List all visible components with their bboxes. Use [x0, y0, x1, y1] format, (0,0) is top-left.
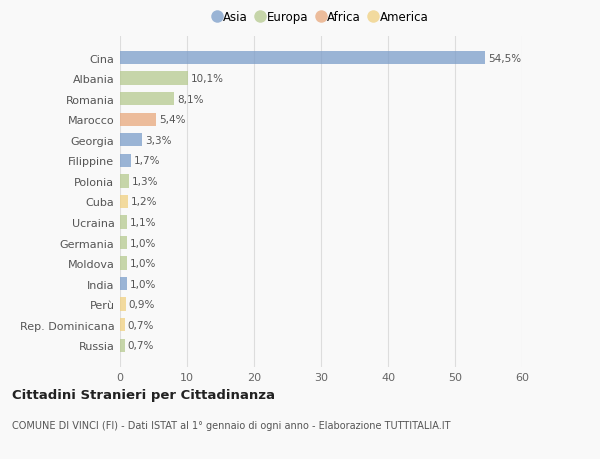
Bar	[120, 93, 174, 106]
Text: 1,0%: 1,0%	[130, 279, 156, 289]
Bar	[120, 154, 131, 168]
Text: 0,9%: 0,9%	[129, 300, 155, 309]
Bar	[120, 216, 127, 229]
Text: 1,3%: 1,3%	[131, 176, 158, 186]
Bar	[120, 298, 126, 311]
Bar	[120, 195, 128, 209]
Bar	[120, 236, 127, 250]
Text: 0,7%: 0,7%	[127, 320, 154, 330]
Text: 10,1%: 10,1%	[190, 74, 223, 84]
Text: Cittadini Stranieri per Cittadinanza: Cittadini Stranieri per Cittadinanza	[12, 388, 275, 401]
Bar	[120, 113, 156, 127]
Bar	[120, 52, 485, 65]
Bar	[120, 72, 188, 85]
Text: 1,0%: 1,0%	[130, 238, 156, 248]
Text: 5,4%: 5,4%	[159, 115, 185, 125]
Legend: Asia, Europa, Africa, America: Asia, Europa, Africa, America	[210, 7, 432, 28]
Bar	[120, 277, 127, 291]
Bar	[120, 257, 127, 270]
Text: 1,7%: 1,7%	[134, 156, 161, 166]
Text: 3,3%: 3,3%	[145, 135, 171, 146]
Text: 1,1%: 1,1%	[130, 218, 157, 228]
Text: COMUNE DI VINCI (FI) - Dati ISTAT al 1° gennaio di ogni anno - Elaborazione TUTT: COMUNE DI VINCI (FI) - Dati ISTAT al 1° …	[12, 420, 451, 430]
Text: 0,7%: 0,7%	[127, 341, 154, 351]
Text: 8,1%: 8,1%	[177, 95, 203, 104]
Text: 1,0%: 1,0%	[130, 258, 156, 269]
Bar	[120, 175, 129, 188]
Bar	[120, 134, 142, 147]
Bar	[120, 319, 125, 332]
Text: 54,5%: 54,5%	[488, 53, 521, 63]
Bar	[120, 339, 125, 352]
Text: 1,2%: 1,2%	[131, 197, 157, 207]
